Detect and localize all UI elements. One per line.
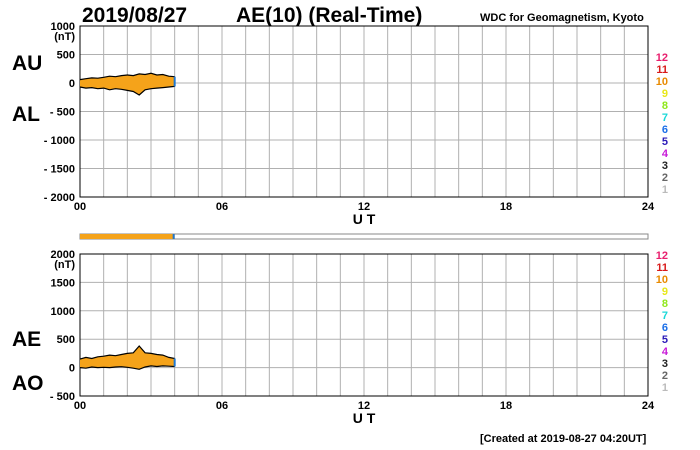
station-count-label: 4 — [662, 148, 669, 160]
station-count-label: 11 — [656, 64, 668, 76]
station-count-label: 9 — [662, 88, 668, 100]
y-tick-label: - 500 — [50, 391, 75, 403]
plot-frame — [79, 25, 649, 198]
ao-label: AO — [12, 372, 44, 395]
station-count-label: 2 — [662, 370, 668, 382]
series-line-ao — [79, 365, 175, 370]
au-label: AU — [12, 52, 43, 75]
y-tick-label: 500 — [57, 334, 75, 346]
plot-frame — [79, 253, 649, 397]
y-tick-label: 500 — [57, 50, 75, 62]
x-tick-label: 06 — [216, 400, 228, 412]
y-tick-label: 1000 — [51, 306, 75, 318]
coverage-bar-end — [172, 234, 175, 239]
source-label: WDC for Geomagnetism, Kyoto — [480, 12, 644, 24]
series-line-ae — [79, 345, 175, 360]
y-tick-label: - 2000 — [44, 192, 75, 204]
station-count-label: 1 — [662, 382, 668, 394]
station-count-label: 3 — [662, 358, 668, 370]
x-tick-label: 06 — [216, 201, 228, 213]
station-count-label: 8 — [662, 298, 668, 310]
station-count-label: 12 — [656, 250, 668, 262]
y-tick-label: 2000 — [51, 249, 75, 261]
series-line-al — [79, 85, 175, 96]
y-unit-label: (nT) — [54, 31, 75, 43]
band-area — [80, 346, 175, 370]
chart-title: AE(10) (Real-Time) — [236, 4, 423, 27]
date-label: 2019/08/27 — [82, 4, 188, 27]
y-unit-label: (nT) — [54, 259, 75, 271]
al-label: AL — [12, 103, 40, 126]
station-count-label: 6 — [662, 322, 668, 334]
x-tick-label: 00 — [74, 201, 86, 213]
y-tick-label: 1000 — [51, 21, 75, 33]
station-count-label: 8 — [662, 100, 668, 112]
band-area — [80, 73, 175, 95]
y-tick-label: - 500 — [50, 107, 75, 119]
x-tick-label: 24 — [642, 201, 655, 213]
station-count-label: 10 — [656, 76, 668, 88]
station-count-label: 11 — [656, 262, 668, 274]
station-count-label: 1 — [662, 184, 668, 196]
station-count-label: 9 — [662, 286, 668, 298]
station-count-label: 3 — [662, 160, 668, 172]
station-count-label: 6 — [662, 124, 668, 136]
y-tick-label: 0 — [69, 363, 75, 375]
x-tick-label: 12 — [358, 400, 370, 412]
x-tick-label: 12 — [358, 201, 370, 213]
series-line-au — [79, 72, 175, 81]
coverage-bar-fill — [80, 234, 175, 239]
station-count-label: 2 — [662, 172, 668, 184]
station-count-label: 5 — [662, 334, 668, 346]
x-tick-label: 24 — [642, 400, 655, 412]
x-axis-label: U T — [353, 211, 376, 227]
station-count-label: 5 — [662, 136, 668, 148]
station-count-label: 12 — [656, 52, 668, 64]
x-axis-label: U T — [353, 410, 376, 426]
station-count-label: 7 — [662, 112, 668, 124]
x-tick-label: 00 — [74, 400, 86, 412]
created-timestamp: [Created at 2019-08-27 04:20UT] — [480, 433, 647, 445]
station-count-label: 4 — [662, 346, 669, 358]
x-tick-label: 18 — [500, 201, 512, 213]
x-tick-label: 18 — [500, 400, 512, 412]
y-tick-label: - 1500 — [44, 164, 75, 176]
y-tick-label: 1500 — [51, 277, 75, 289]
ae-label: AE — [12, 328, 42, 351]
y-tick-label: 0 — [69, 78, 75, 90]
y-tick-label: - 1000 — [44, 135, 75, 147]
station-count-label: 10 — [656, 274, 668, 286]
station-count-label: 7 — [662, 310, 668, 322]
